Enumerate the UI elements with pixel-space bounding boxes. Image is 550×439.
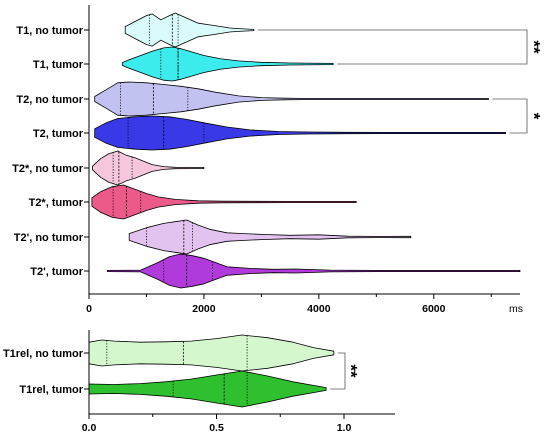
significance-bracket: * [492,98,544,134]
significance-bracket: ** [257,29,544,65]
violin-t2-no-tumor [128,219,412,255]
significance-stars: ** [342,364,361,378]
violin-body-t2-no-tumor [94,81,489,117]
category-label: T1rel, tumor [19,384,83,396]
violin-t2-no-tumor [94,81,489,117]
violin-t2-tumor [91,184,357,220]
category-label: T1rel, no tumor [3,348,84,360]
violin-t2-tumor [94,115,506,151]
category-label: T2, tumor [33,128,84,140]
violin-body-t2-no-tumor [128,219,412,255]
violin-t2-no-tumor [92,150,205,186]
bracket-line [257,29,528,65]
panel-t1rel: T1rel, no tumor T1rel, tumor 0.0 0.5 1.0 ** [3,330,395,434]
x-tick-label: 0.0 [82,422,97,434]
category-label: T2', no tumor [14,232,84,244]
violin-body-t2-tumor [91,184,357,220]
violin-body-t1rel-tumor [88,370,327,408]
x-tick-label: 0 [86,303,92,315]
violin-body-t1-no-tumor [124,12,255,48]
x-tick-label: 0.5 [209,422,224,434]
significance-stars: * [525,113,544,120]
x-tick-label: 6000 [422,303,446,315]
violin-t1rel-no-tumor [88,334,335,372]
x-unit-label: ms [509,303,523,315]
x-tick-label: 2000 [192,303,216,315]
category-label: T2*, tumor [29,197,84,209]
violin-body-t2-tumor [94,115,506,151]
x-tick-label: 1.0 [337,422,352,434]
violin-t1-tumor [121,46,334,82]
x-tick-label: 4000 [307,303,331,315]
panel-relaxation-times: T1, no tumor T1, tumor T2, no tumor T2, tum… [12,5,544,315]
category-label: T1, tumor [33,59,84,71]
category-label: T1, no tumor [16,25,83,37]
violin-body-t2-no-tumor [92,150,205,186]
violin-body-t1rel-no-tumor [88,334,335,372]
category-label: T2, no tumor [16,94,83,106]
violin-body-t1-tumor [121,46,334,82]
category-label: T2', tumor [30,266,83,278]
significance-bracket: ** [330,352,361,390]
violin-body-t2-tumor [107,253,521,289]
violin-t1-no-tumor [124,12,255,48]
violin-t2-tumor [107,253,521,289]
bracket-line [330,352,346,390]
significance-stars: ** [525,40,544,54]
violin-t1rel-tumor [88,370,327,408]
bracket-line [492,98,528,134]
category-label: T2*, no tumor [12,163,84,175]
